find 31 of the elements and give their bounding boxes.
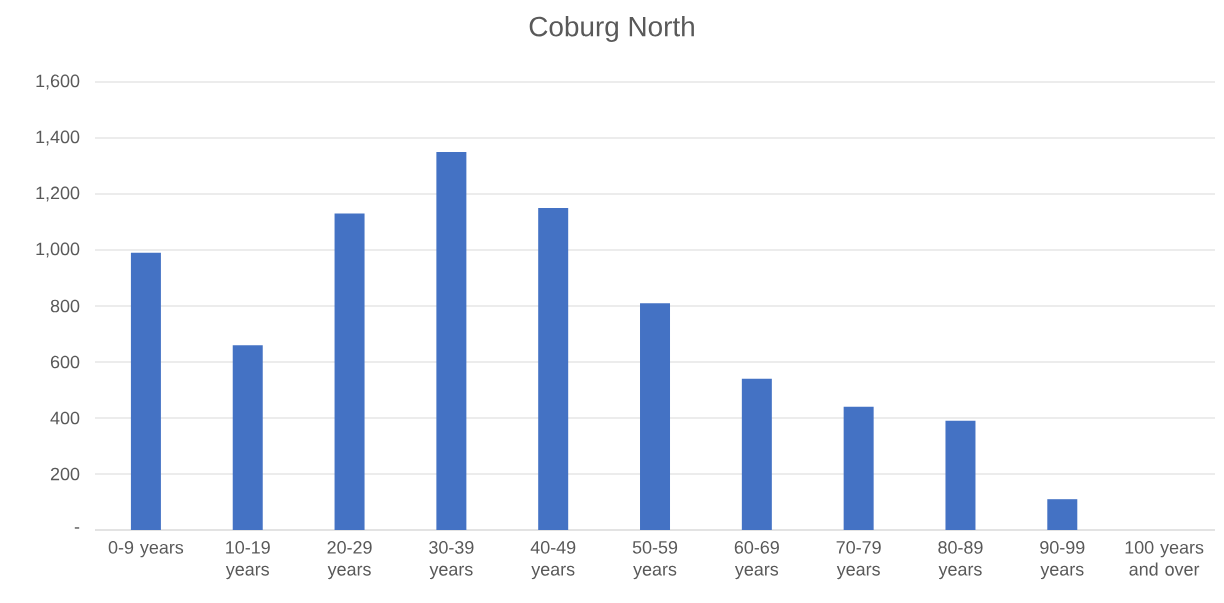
y-tick-label: - <box>74 527 80 529</box>
bar <box>945 420 976 530</box>
y-tick-label: 400 <box>50 411 80 425</box>
x-tick-label: 0-9 years <box>108 541 184 558</box>
x-tick-label: 10-19 years <box>225 541 270 580</box>
x-tick-label: 50-59 years <box>632 541 678 580</box>
x-tick-label: 30-39 years <box>429 541 474 580</box>
x-tick-label: 100 years and over <box>1125 541 1204 576</box>
x-tick-label: 90-99 years <box>1040 541 1085 580</box>
bar <box>741 378 772 530</box>
y-tick-label: 1,000 <box>36 242 80 258</box>
bar <box>640 303 671 530</box>
bar <box>436 151 467 530</box>
bar <box>1047 499 1078 530</box>
x-tick-label: 20-29 years <box>327 541 372 580</box>
y-tick-label: 1,400 <box>36 130 80 146</box>
y-tick-label: 1,200 <box>36 186 80 202</box>
y-tick-label: 200 <box>50 467 80 481</box>
chart-title: Coburg North <box>529 15 694 42</box>
bar <box>334 213 365 530</box>
x-tick-label: 70-79 years <box>836 541 881 580</box>
x-tick-label: 40-49 years <box>530 541 576 580</box>
x-tick-label: 60-69 years <box>734 541 779 580</box>
x-tick-label: 80-89 years <box>938 541 983 580</box>
bar <box>538 207 569 530</box>
y-tick-label: 1,600 <box>36 74 80 90</box>
bar <box>232 345 263 530</box>
y-tick-label: 600 <box>50 355 80 369</box>
bar <box>130 252 161 530</box>
y-tick-label: 800 <box>50 299 80 313</box>
bar <box>843 406 874 530</box>
